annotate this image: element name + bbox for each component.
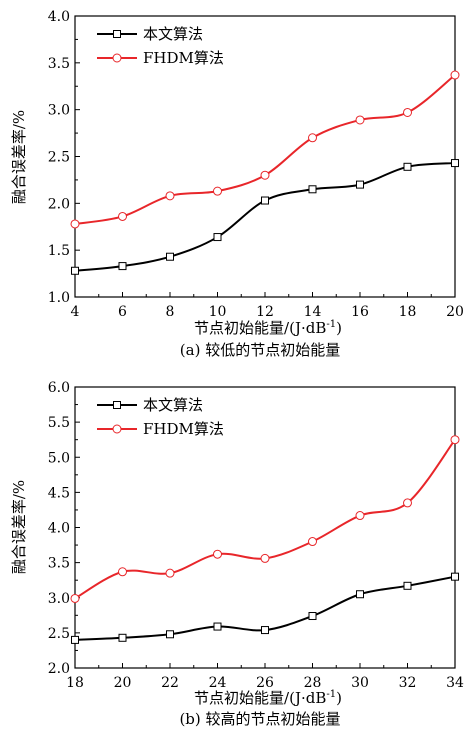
data-point-square bbox=[72, 636, 79, 643]
y-tick-label: 1.5 bbox=[48, 243, 70, 259]
x-axis-label-end: ) bbox=[336, 319, 342, 337]
data-point-square bbox=[214, 234, 221, 241]
x-axis-label-main: 节点初始能量/(J·dB bbox=[194, 319, 326, 337]
x-tick-label: 10 bbox=[209, 304, 227, 320]
data-point-square bbox=[119, 263, 126, 270]
legend-marker-square bbox=[114, 402, 121, 409]
data-point-square bbox=[309, 186, 316, 193]
data-point-square bbox=[262, 627, 269, 634]
data-point-circle bbox=[119, 568, 127, 576]
x-tick-label: 32 bbox=[399, 675, 417, 691]
x-tick-label: 6 bbox=[118, 304, 127, 320]
data-point-square bbox=[452, 573, 459, 580]
data-point-circle bbox=[404, 108, 412, 116]
x-tick-label: 18 bbox=[399, 304, 417, 320]
x-tick-label: 20 bbox=[114, 675, 132, 691]
data-point-circle bbox=[404, 499, 412, 507]
data-point-square bbox=[72, 267, 79, 274]
data-point-circle bbox=[214, 187, 222, 195]
y-tick-label: 2.0 bbox=[48, 196, 70, 212]
data-point-circle bbox=[261, 171, 269, 179]
data-point-circle bbox=[119, 212, 127, 220]
data-point-circle bbox=[166, 569, 174, 577]
x-tick-label: 18 bbox=[66, 675, 84, 691]
x-tick-label: 30 bbox=[351, 675, 369, 691]
legend-marker-circle bbox=[113, 54, 121, 62]
data-point-circle bbox=[71, 594, 79, 602]
x-axis-label-sup: -1 bbox=[326, 319, 336, 330]
data-point-circle bbox=[261, 554, 269, 562]
x-tick-label: 34 bbox=[446, 675, 464, 691]
legend-label: 本文算法 bbox=[143, 396, 203, 414]
data-point-circle bbox=[214, 550, 222, 558]
data-point-square bbox=[357, 181, 364, 188]
panel-caption: (a) 较低的节点初始能量 bbox=[180, 341, 340, 359]
x-axis-label-sup: -1 bbox=[326, 689, 336, 700]
data-point-square bbox=[357, 591, 364, 598]
data-point-square bbox=[167, 631, 174, 638]
data-point-square bbox=[167, 253, 174, 260]
x-axis-label-end: ) bbox=[336, 689, 342, 707]
x-tick-label: 22 bbox=[161, 675, 179, 691]
x-tick-label: 4 bbox=[71, 304, 80, 320]
legend-marker-square bbox=[114, 31, 121, 38]
x-tick-label: 20 bbox=[446, 304, 464, 320]
data-point-circle bbox=[71, 220, 79, 228]
y-tick-label: 3.0 bbox=[48, 591, 70, 607]
data-point-circle bbox=[356, 512, 364, 520]
data-point-circle bbox=[451, 436, 459, 444]
panel-caption: (b) 较高的节点初始能量 bbox=[179, 710, 340, 728]
data-point-square bbox=[452, 160, 459, 167]
x-tick-label: 8 bbox=[166, 304, 175, 320]
data-point-square bbox=[404, 163, 411, 170]
y-tick-label: 3.0 bbox=[48, 103, 70, 119]
x-tick-label: 16 bbox=[351, 304, 369, 320]
data-point-circle bbox=[356, 116, 364, 124]
y-tick-label: 4.5 bbox=[48, 485, 70, 501]
legend-label: FHDM算法 bbox=[143, 420, 224, 438]
x-tick-label: 12 bbox=[256, 304, 274, 320]
data-point-circle bbox=[309, 538, 317, 546]
y-axis-label: 融合误差率/% bbox=[10, 480, 28, 574]
y-tick-label: 5.5 bbox=[48, 415, 70, 431]
data-point-square bbox=[309, 613, 316, 620]
data-point-square bbox=[214, 623, 221, 630]
y-tick-label: 4.0 bbox=[48, 521, 70, 537]
chart-panel-b: 2.02.53.03.54.04.55.05.56.018 20 22 24 26 28 3… bbox=[10, 380, 464, 728]
x-axis-label-main: 节点初始能量/(J·dB bbox=[194, 689, 326, 707]
x-axis-label: 节点初始能量/(J·dB-1) bbox=[194, 319, 342, 337]
x-tick-label: 14 bbox=[304, 304, 322, 320]
chart-panel-a: 1.0 1.5 2.0 2.5 3.0 3.5 4.0 4 6 8 10 12 14 16 18 20 节点初始… bbox=[10, 9, 464, 359]
data-point-circle bbox=[451, 71, 459, 79]
data-point-circle bbox=[166, 192, 174, 200]
x-axis-label: 节点初始能量/(J·dB-1) bbox=[194, 689, 342, 707]
data-point-square bbox=[119, 634, 126, 641]
y-tick-label: 3.5 bbox=[48, 56, 70, 72]
legend-label: 本文算法 bbox=[143, 25, 203, 43]
y-tick-label: 1.0 bbox=[48, 290, 70, 306]
series-line-2 bbox=[75, 440, 455, 599]
legend-label: FHDM算法 bbox=[143, 49, 224, 67]
y-tick-label: 2.5 bbox=[48, 626, 70, 642]
legend-marker-circle bbox=[113, 425, 121, 433]
y-axis-label: 融合误差率/% bbox=[10, 110, 28, 204]
data-point-square bbox=[404, 582, 411, 589]
data-point-square bbox=[262, 197, 269, 204]
y-tick-label: 2.5 bbox=[48, 150, 70, 166]
y-tick-label: 6.0 bbox=[48, 380, 70, 396]
y-tick-label: 3.5 bbox=[48, 556, 70, 572]
y-tick-label: 5.0 bbox=[48, 450, 70, 466]
y-tick-label: 4.0 bbox=[48, 9, 70, 25]
data-point-circle bbox=[309, 134, 317, 142]
